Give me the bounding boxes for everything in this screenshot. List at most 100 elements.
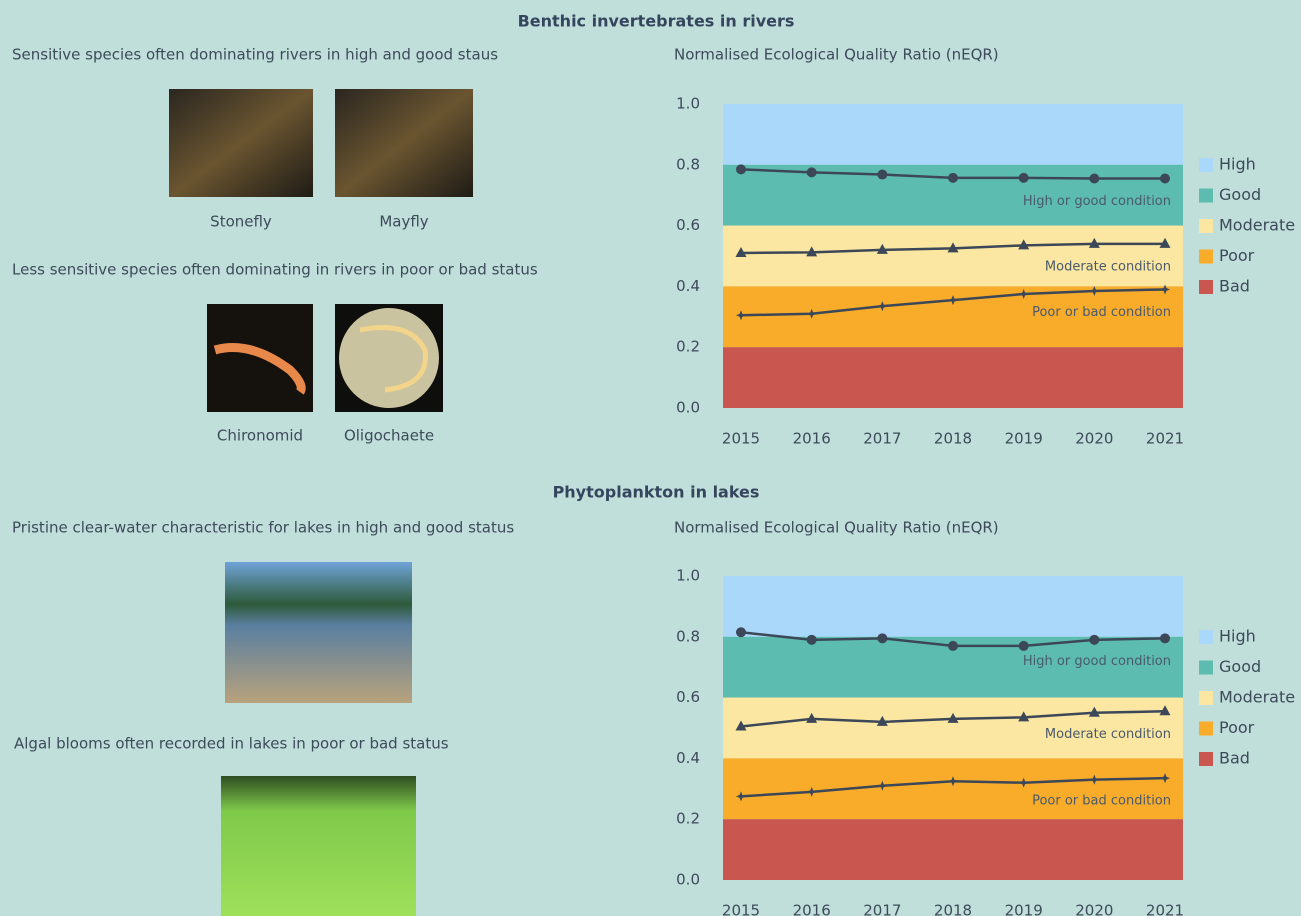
y-tick-label: 0.2	[676, 338, 700, 356]
band	[723, 104, 1183, 165]
legend-swatch	[1199, 660, 1213, 675]
legend-label: Moderate	[1219, 216, 1295, 235]
marker	[947, 242, 959, 253]
marker	[1089, 634, 1100, 645]
marker	[1088, 706, 1100, 717]
image-label: Oligochaete	[344, 427, 434, 445]
legend-swatch	[1199, 691, 1213, 705]
marker	[736, 310, 746, 321]
photo	[225, 562, 412, 703]
marker	[736, 791, 746, 802]
photo-detail	[213, 343, 306, 395]
marker	[1159, 705, 1171, 716]
caption: Sensitive species often dominating river…	[12, 46, 498, 64]
legend-swatch	[1199, 630, 1213, 644]
x-tick-label: 2019	[1005, 430, 1043, 448]
photo-detail	[359, 325, 428, 393]
legend-swatch	[1199, 280, 1213, 294]
marker	[806, 712, 818, 723]
marker	[1018, 289, 1029, 299]
y-tick-label: 1.0	[676, 95, 700, 113]
series-label: High or good condition	[1023, 654, 1171, 669]
legend-swatch	[1199, 188, 1213, 203]
legend-label: Bad	[1219, 277, 1250, 296]
x-tick-label: 2016	[793, 430, 831, 448]
x-tick-label: 2015	[722, 430, 760, 448]
y-tick-label: 0.0	[676, 399, 700, 417]
x-tick-label: 2020	[1075, 902, 1113, 916]
legend-label: Moderate	[1219, 688, 1295, 707]
marker	[1160, 773, 1170, 784]
marker	[1018, 172, 1029, 183]
marker	[1018, 640, 1029, 651]
x-tick-label: 2018	[934, 902, 972, 916]
series-label: High or good condition	[1023, 194, 1171, 209]
chart-title: Normalised Ecological Quality Ratio (nEQ…	[674, 519, 999, 537]
caption: Less sensitive species often dominating …	[12, 261, 538, 279]
section-title: Benthic invertebrates in rivers	[518, 12, 795, 31]
x-tick-label: 2015	[722, 902, 760, 916]
y-tick-label: 0.0	[676, 871, 700, 889]
x-tick-label: 2016	[793, 902, 831, 916]
marker	[1089, 774, 1100, 785]
legend-label: Bad	[1219, 749, 1250, 768]
x-tick-label: 2018	[934, 430, 972, 448]
marker	[736, 164, 746, 175]
marker	[806, 167, 817, 178]
image-label: Chironomid	[217, 427, 303, 445]
band	[723, 576, 1183, 637]
band	[723, 697, 1183, 759]
series-label: Poor or bad condition	[1032, 794, 1171, 809]
band	[723, 819, 1183, 880]
legend-label: Good	[1219, 657, 1261, 676]
y-tick-label: 1.0	[676, 567, 700, 585]
photo	[335, 89, 473, 197]
marker	[876, 243, 888, 254]
photo	[207, 304, 313, 412]
marker	[948, 776, 958, 787]
legend-label: Poor	[1219, 246, 1255, 265]
legend-swatch	[1199, 752, 1213, 766]
marker	[948, 172, 958, 183]
marker	[876, 715, 888, 726]
marker	[736, 627, 746, 638]
legend-label: Good	[1219, 185, 1261, 204]
marker	[877, 633, 888, 644]
section-title: Phytoplankton in lakes	[553, 483, 760, 502]
x-tick-label: 2019	[1005, 902, 1043, 916]
marker	[877, 780, 888, 791]
x-tick-label: 2017	[863, 902, 901, 916]
legend-swatch	[1199, 158, 1213, 172]
band	[723, 758, 1183, 820]
marker	[1018, 711, 1030, 722]
series-label: Poor or bad condition	[1032, 305, 1171, 320]
marker	[877, 169, 888, 180]
series-label: Moderate condition	[1045, 259, 1171, 274]
x-tick-label: 2020	[1075, 430, 1113, 448]
marker	[1160, 633, 1170, 644]
chart-title: Normalised Ecological Quality Ratio (nEQ…	[674, 46, 999, 64]
legend-label: High	[1219, 627, 1256, 646]
marker	[735, 246, 747, 257]
marker	[735, 720, 747, 731]
y-tick-label: 0.8	[676, 155, 700, 173]
marker	[948, 295, 958, 306]
legend-swatch	[1199, 721, 1213, 736]
caption: Algal blooms often recorded in lakes in …	[14, 735, 449, 753]
marker	[1159, 237, 1171, 248]
marker	[1160, 284, 1170, 295]
marker	[806, 308, 817, 319]
y-tick-label: 0.4	[676, 749, 700, 767]
marker	[1160, 173, 1170, 184]
marker	[1089, 173, 1100, 184]
legend-label: Poor	[1219, 718, 1255, 737]
marker	[1088, 237, 1100, 248]
x-tick-label: 2021	[1146, 902, 1184, 916]
marker	[948, 640, 958, 651]
marker	[877, 301, 888, 312]
marker	[947, 712, 959, 723]
caption: Pristine clear-water characteristic for …	[12, 519, 514, 537]
legend-swatch	[1199, 249, 1213, 264]
y-tick-label: 0.4	[676, 277, 700, 295]
